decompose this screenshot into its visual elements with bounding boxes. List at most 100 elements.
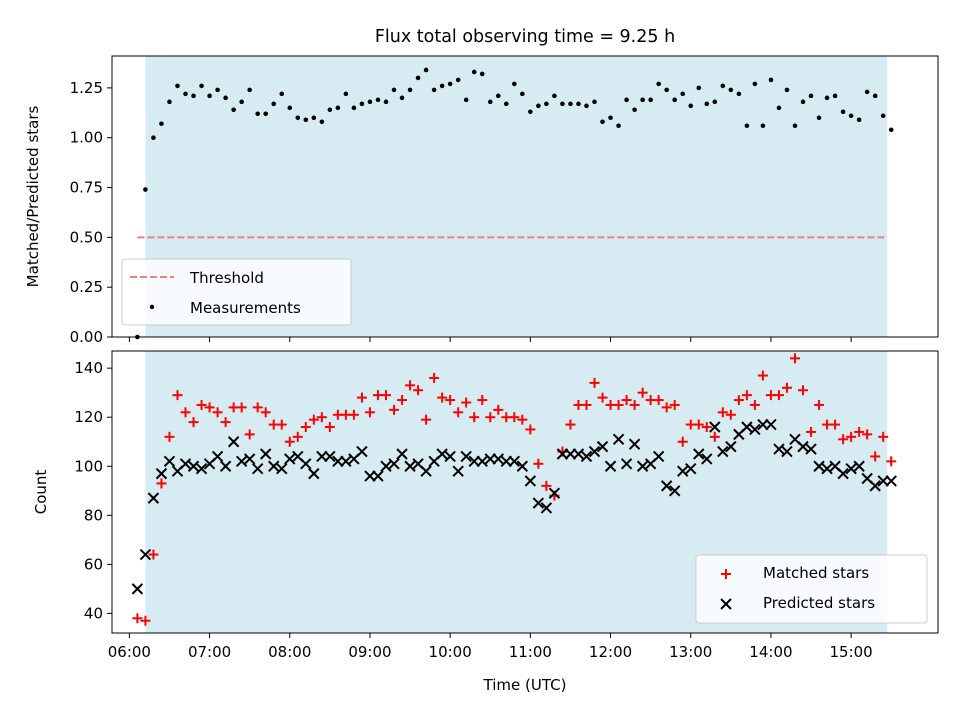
measurement-point (656, 81, 661, 87)
ratio-legend-box (121, 258, 352, 326)
measurement-point (704, 101, 710, 107)
matched-stars-point (469, 412, 480, 423)
y-tick-label: 0.75 (70, 179, 103, 197)
measurement-point (175, 83, 180, 89)
matched-stars-point (397, 395, 408, 406)
measurement-point (199, 83, 204, 89)
y-tick-label: 0.00 (70, 328, 103, 346)
measurement-point (824, 95, 830, 101)
measurement-point (592, 99, 597, 105)
measurement-point (584, 103, 589, 109)
ratio-panel: 0.00 0.25 0.50 0.75 1.00 1.25 Matched/Predict… (24, 55, 939, 346)
predicted-stars-point (612, 433, 625, 445)
predicted-stars-point (476, 455, 488, 468)
measurement-point (431, 87, 437, 93)
matched-stars-point (733, 395, 744, 406)
matched-stars-point (493, 404, 504, 415)
measurement-point (576, 101, 581, 107)
measurement-point (407, 87, 413, 93)
measurement-point (447, 81, 453, 87)
matched-stars-point (838, 434, 849, 445)
matched-stars-point (533, 458, 544, 469)
measurement-point (383, 99, 389, 105)
measurement-point (880, 113, 886, 119)
predicted-stars-point (324, 450, 336, 463)
measurement-point (231, 107, 236, 113)
measurement-point (367, 99, 373, 105)
predicted-stars-point (276, 462, 288, 475)
measurement-point (672, 97, 677, 103)
predicted-stars-point (284, 453, 296, 465)
measurement-point (263, 111, 269, 117)
count-legend: Matched stars Predicted stars (695, 554, 928, 624)
predicted-stars-point (701, 453, 713, 465)
measurement-point (640, 97, 645, 103)
count-axes-frame (111, 350, 939, 634)
measurement-point (752, 81, 758, 87)
predicted-stars-point (821, 462, 833, 475)
predicted-stars-point (195, 462, 208, 475)
predicted-stars-point (765, 418, 777, 431)
predicted-stars-point (147, 492, 160, 504)
measurement-point (319, 119, 325, 125)
matched-stars-point (188, 417, 199, 428)
measurement-point (223, 95, 228, 101)
matched-stars-point (621, 395, 632, 406)
ratio-legend: Threshold Measurements (121, 258, 352, 326)
measurement-point (239, 99, 244, 105)
measurement-point (784, 87, 790, 93)
predicted-stars-point (869, 480, 881, 492)
measurement-point (343, 91, 349, 97)
measurement-point (359, 101, 365, 107)
matched-stars-point (477, 395, 488, 406)
predicted-stars-point (444, 450, 456, 463)
matched-stars-point (701, 422, 712, 433)
matched-stars-point (292, 431, 303, 442)
measurement-point (776, 105, 782, 111)
measurement-point (808, 93, 814, 99)
predicted-stars-point (404, 460, 416, 472)
matched-stars-point (789, 353, 800, 364)
x-tick-label: 12:00 (589, 643, 632, 661)
matched-stars-point (781, 382, 792, 393)
measurement-point (608, 115, 613, 121)
y-tick-label: 40 (84, 604, 103, 622)
measurement-point (399, 95, 405, 101)
predicted-stars-point (660, 480, 673, 492)
measurement-point (864, 89, 870, 95)
measurement-point (664, 87, 669, 93)
matched-stars-point (637, 387, 648, 398)
predicted-stars-point (139, 548, 152, 561)
y-tick-label: 120 (74, 408, 103, 426)
measurement-point (303, 117, 309, 123)
matched-stars-point (717, 407, 728, 418)
matched-stars-point (308, 414, 319, 425)
matched-stars-point (749, 399, 760, 410)
predicted-stars-point (452, 465, 464, 477)
matched-stars-point (148, 549, 159, 560)
predicted-stars-point (308, 467, 320, 480)
predicted-stars-point (300, 458, 312, 470)
measurement-point (167, 99, 172, 105)
predicted-stars-point (508, 455, 521, 468)
measurement-point (792, 123, 798, 129)
predicted-stars-point (781, 445, 793, 458)
matched-stars-point (180, 407, 191, 418)
measurement-point (648, 97, 653, 103)
measurement-point (624, 97, 629, 103)
x-tick-label: 14:00 (749, 643, 792, 661)
measurement-point (183, 91, 188, 97)
measurement-point (536, 103, 541, 109)
predicted-stars-point (693, 448, 705, 460)
measurement-point (375, 97, 381, 103)
predicted-stars-point (636, 460, 649, 472)
predicted-stars-point (677, 465, 689, 477)
measurement-point (568, 101, 573, 107)
measurement-point (255, 111, 260, 117)
measurement-point (560, 101, 565, 107)
measurement-point (760, 123, 766, 129)
matched-stars-point (284, 436, 295, 447)
predicted-stars-point (805, 443, 817, 455)
predicted-stars-point (155, 467, 168, 480)
